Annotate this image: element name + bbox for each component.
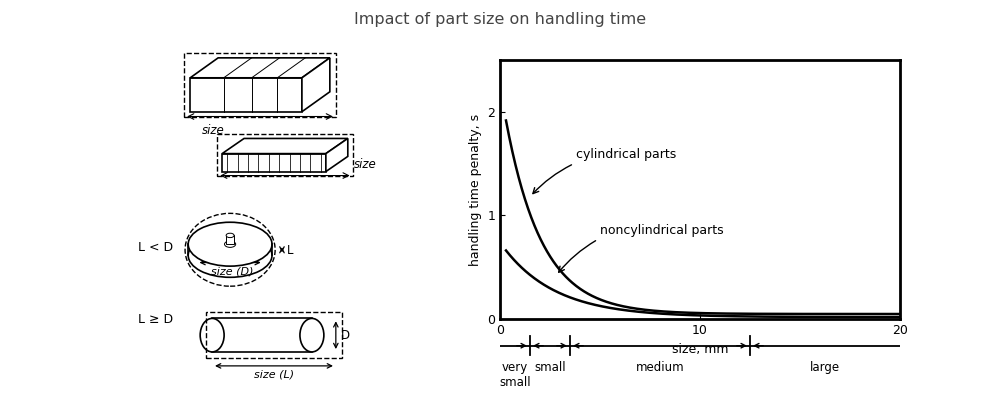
Ellipse shape (226, 233, 234, 238)
Polygon shape (222, 138, 348, 154)
Text: medium: medium (636, 361, 684, 374)
Ellipse shape (300, 318, 324, 352)
Text: noncylindrical parts: noncylindrical parts (600, 224, 724, 237)
Polygon shape (190, 58, 330, 78)
Text: L: L (287, 244, 293, 257)
Text: size: size (354, 158, 377, 171)
Bar (206, 312, 342, 358)
Y-axis label: handling time penalty, s: handling time penalty, s (469, 113, 482, 266)
Ellipse shape (225, 241, 236, 247)
X-axis label: size, mm: size, mm (672, 343, 728, 356)
Ellipse shape (200, 318, 224, 352)
Polygon shape (326, 138, 348, 172)
Text: L ≥ D: L ≥ D (138, 313, 173, 326)
Ellipse shape (188, 233, 272, 277)
Bar (226, 235, 234, 244)
Text: size (L): size (L) (254, 370, 294, 380)
Bar (217, 134, 353, 176)
Text: D: D (341, 329, 350, 342)
Text: cylindrical parts: cylindrical parts (576, 148, 676, 162)
Polygon shape (222, 154, 326, 172)
Bar (212, 318, 312, 352)
Text: L < D: L < D (138, 241, 173, 255)
Polygon shape (190, 78, 302, 112)
Text: Impact of part size on handling time: Impact of part size on handling time (354, 12, 646, 27)
Bar (184, 53, 336, 117)
Ellipse shape (188, 222, 272, 266)
Text: large: large (810, 361, 840, 374)
Text: size: size (202, 124, 225, 137)
Text: size (D): size (D) (211, 267, 253, 277)
Polygon shape (302, 58, 330, 112)
Text: very
small: very small (499, 361, 531, 389)
Text: small: small (534, 361, 566, 374)
